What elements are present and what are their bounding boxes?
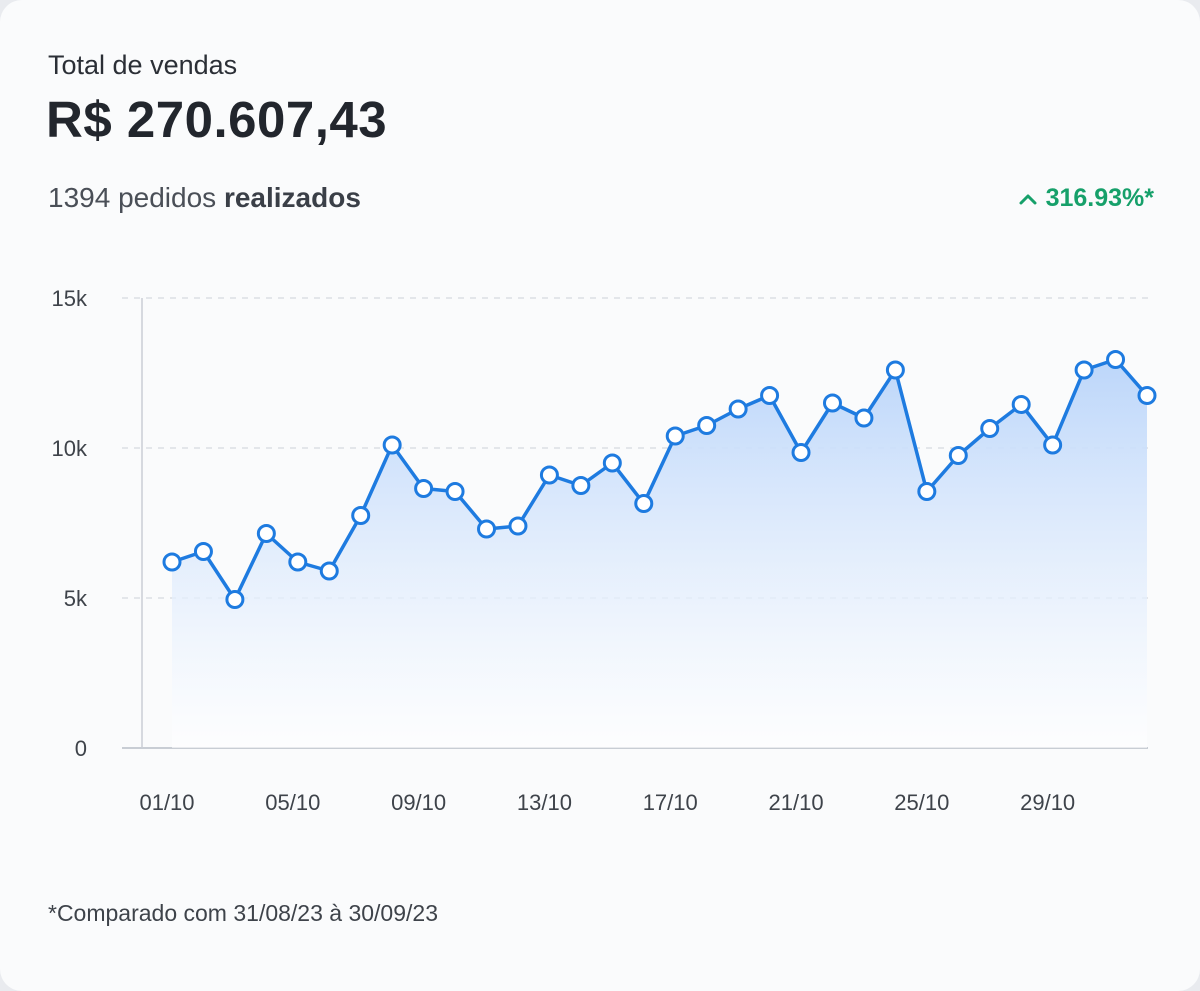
x-tick-label: 05/10 bbox=[265, 790, 320, 815]
x-tick-label: 21/10 bbox=[769, 790, 824, 815]
data-point bbox=[162, 552, 182, 572]
x-tick-label: 01/10 bbox=[139, 790, 194, 815]
y-tick-label: 15k bbox=[52, 286, 88, 311]
data-point bbox=[508, 516, 528, 536]
total-sales-value: R$ 270.607,43 bbox=[46, 91, 388, 148]
x-tick-label: 29/10 bbox=[1020, 790, 1075, 815]
x-tick-label: 25/10 bbox=[894, 790, 949, 815]
data-point bbox=[256, 524, 276, 543]
data-point bbox=[822, 393, 842, 413]
y-tick-label: 0 bbox=[75, 736, 87, 761]
data-point bbox=[445, 482, 465, 501]
data-point bbox=[1011, 395, 1031, 414]
data-point bbox=[791, 443, 811, 462]
data-point bbox=[1074, 360, 1094, 380]
data-point bbox=[539, 465, 559, 485]
data-point bbox=[193, 542, 213, 561]
change-percentage: 316.93%* bbox=[1045, 184, 1154, 212]
data-point bbox=[225, 590, 245, 609]
data-point bbox=[602, 453, 622, 473]
data-point bbox=[351, 506, 371, 525]
data-point bbox=[634, 494, 654, 513]
data-point bbox=[665, 426, 685, 446]
data-point bbox=[382, 435, 402, 455]
data-point bbox=[697, 416, 717, 435]
data-point bbox=[414, 479, 434, 498]
data-point bbox=[1043, 435, 1063, 455]
data-point bbox=[1137, 386, 1157, 405]
change-badge: 316.93%* bbox=[1018, 184, 1154, 213]
chevron-up-icon bbox=[1019, 194, 1037, 204]
x-tick-label: 09/10 bbox=[391, 790, 446, 815]
x-tick-label: 13/10 bbox=[517, 790, 572, 815]
data-point bbox=[1106, 350, 1126, 369]
data-point bbox=[288, 552, 308, 572]
data-point bbox=[948, 446, 968, 465]
orders-count: 1394 pedidos bbox=[48, 182, 217, 213]
series-area bbox=[172, 359, 1147, 748]
x-tick-label: 17/10 bbox=[643, 790, 698, 815]
orders-summary: 1394 pedidos realizados bbox=[48, 182, 361, 214]
comparison-footnote: *Comparado com 31/08/23 à 30/09/23 bbox=[48, 900, 438, 926]
data-point bbox=[885, 360, 905, 380]
y-tick-label: 10k bbox=[52, 436, 88, 461]
data-point bbox=[728, 399, 748, 419]
orders-suffix: realizados bbox=[223, 182, 361, 213]
card-title: Total de vendas bbox=[48, 50, 238, 80]
data-point bbox=[917, 482, 937, 501]
data-point bbox=[760, 386, 780, 405]
sales-chart: 0 5k 10k 15k 01/10 05/10 09/10 13/10 17/10 21/10 2… bbox=[52, 286, 1157, 815]
data-point bbox=[980, 419, 1000, 438]
y-tick-label: 5k bbox=[64, 586, 88, 611]
data-point bbox=[477, 519, 497, 539]
data-point bbox=[319, 561, 339, 581]
data-point bbox=[571, 476, 591, 495]
data-point bbox=[854, 408, 874, 428]
